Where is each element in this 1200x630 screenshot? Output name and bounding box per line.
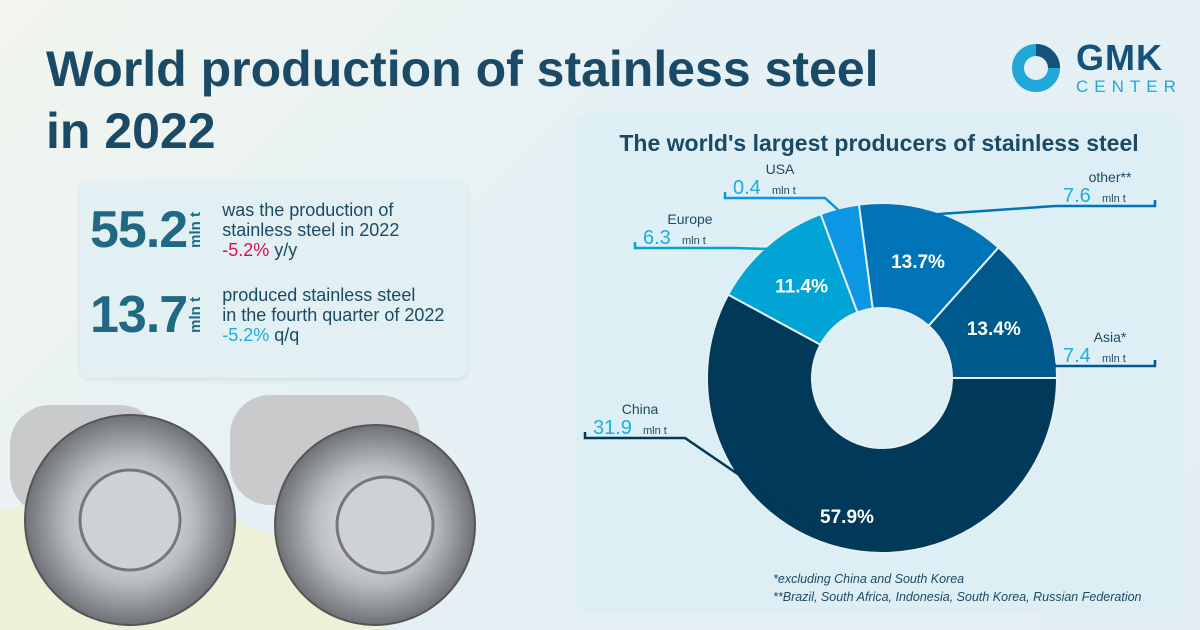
footnote-1: *excluding China and South Korea: [773, 572, 965, 586]
stat-line2: in the fourth quarter of 2022: [222, 305, 445, 325]
slice-other: [857, 202, 1000, 328]
gmk-logo: GMK CENTER: [1010, 40, 1182, 95]
logo-ring-icon: [1012, 43, 1060, 92]
callout-unit: mln t: [1102, 193, 1126, 205]
stat-line1: produced stainless steel: [222, 285, 416, 305]
footnote-2: **Brazil, South Africa, Indonesia, South…: [773, 590, 1142, 604]
callout-unit: mln t: [643, 425, 667, 437]
page-title: World production of stainless steel in 2…: [46, 41, 879, 159]
stat-unit: mln t: [187, 297, 205, 333]
stat-change: -5.2%: [222, 240, 270, 260]
callout-value: 0.4: [733, 177, 761, 199]
chart-panel: The world's largest producers of stainle…: [575, 112, 1183, 612]
stat-change-suffix: q/q: [274, 325, 300, 345]
callout-label: USA: [766, 161, 795, 177]
callout-line: [633, 242, 770, 251]
slice-china: [706, 293, 1059, 554]
chart-title: The world's largest producers of stainle…: [619, 130, 1139, 156]
stats-card: 55.2 mln t was the production of stainles…: [80, 180, 467, 378]
stat-line1: was the production of: [222, 200, 394, 220]
callout-line: [583, 432, 841, 545]
slice-share-label: 13.7%: [891, 252, 945, 273]
stat-change: -5.2%: [222, 325, 270, 345]
stat-line2: stainless steel in 2022: [222, 220, 400, 240]
callout-label: Europe: [667, 211, 712, 227]
slice-share-label: 13.4%: [967, 319, 1021, 340]
callout-unit: mln t: [1102, 353, 1126, 365]
stat-annual: 55.2 mln t was the production of stainles…: [90, 200, 399, 260]
slice-share-label: 11.4%: [775, 277, 828, 298]
callout-value: 7.4: [1063, 345, 1091, 367]
callout-unit: mln t: [772, 185, 796, 197]
stat-change-suffix: y/y: [274, 240, 298, 260]
steel-coils-image: [0, 395, 476, 630]
stat-value: 13.7: [90, 286, 188, 344]
stat-quarter: 13.7 mln t produced stainless steel in th…: [90, 285, 444, 345]
logo-main: GMK: [1076, 37, 1163, 78]
callout-line: [1036, 307, 1157, 368]
stat-unit: mln t: [187, 212, 205, 248]
callout-line: [723, 192, 842, 214]
logo-sub: CENTER: [1076, 77, 1182, 96]
callout-value: 7.6: [1063, 185, 1091, 207]
callout-label: other**: [1089, 169, 1132, 185]
callout-line: [932, 200, 1157, 216]
stat-value: 55.2: [90, 201, 188, 259]
callout-label: China: [622, 401, 659, 417]
callout-label: Asia*: [1094, 329, 1127, 345]
callout-value: 6.3: [643, 227, 671, 249]
callout-unit: mln t: [682, 235, 706, 247]
slice-asia: [927, 246, 1059, 379]
callout-value: 31.9: [593, 417, 632, 439]
slice-share-label: 57.9%: [820, 507, 874, 528]
